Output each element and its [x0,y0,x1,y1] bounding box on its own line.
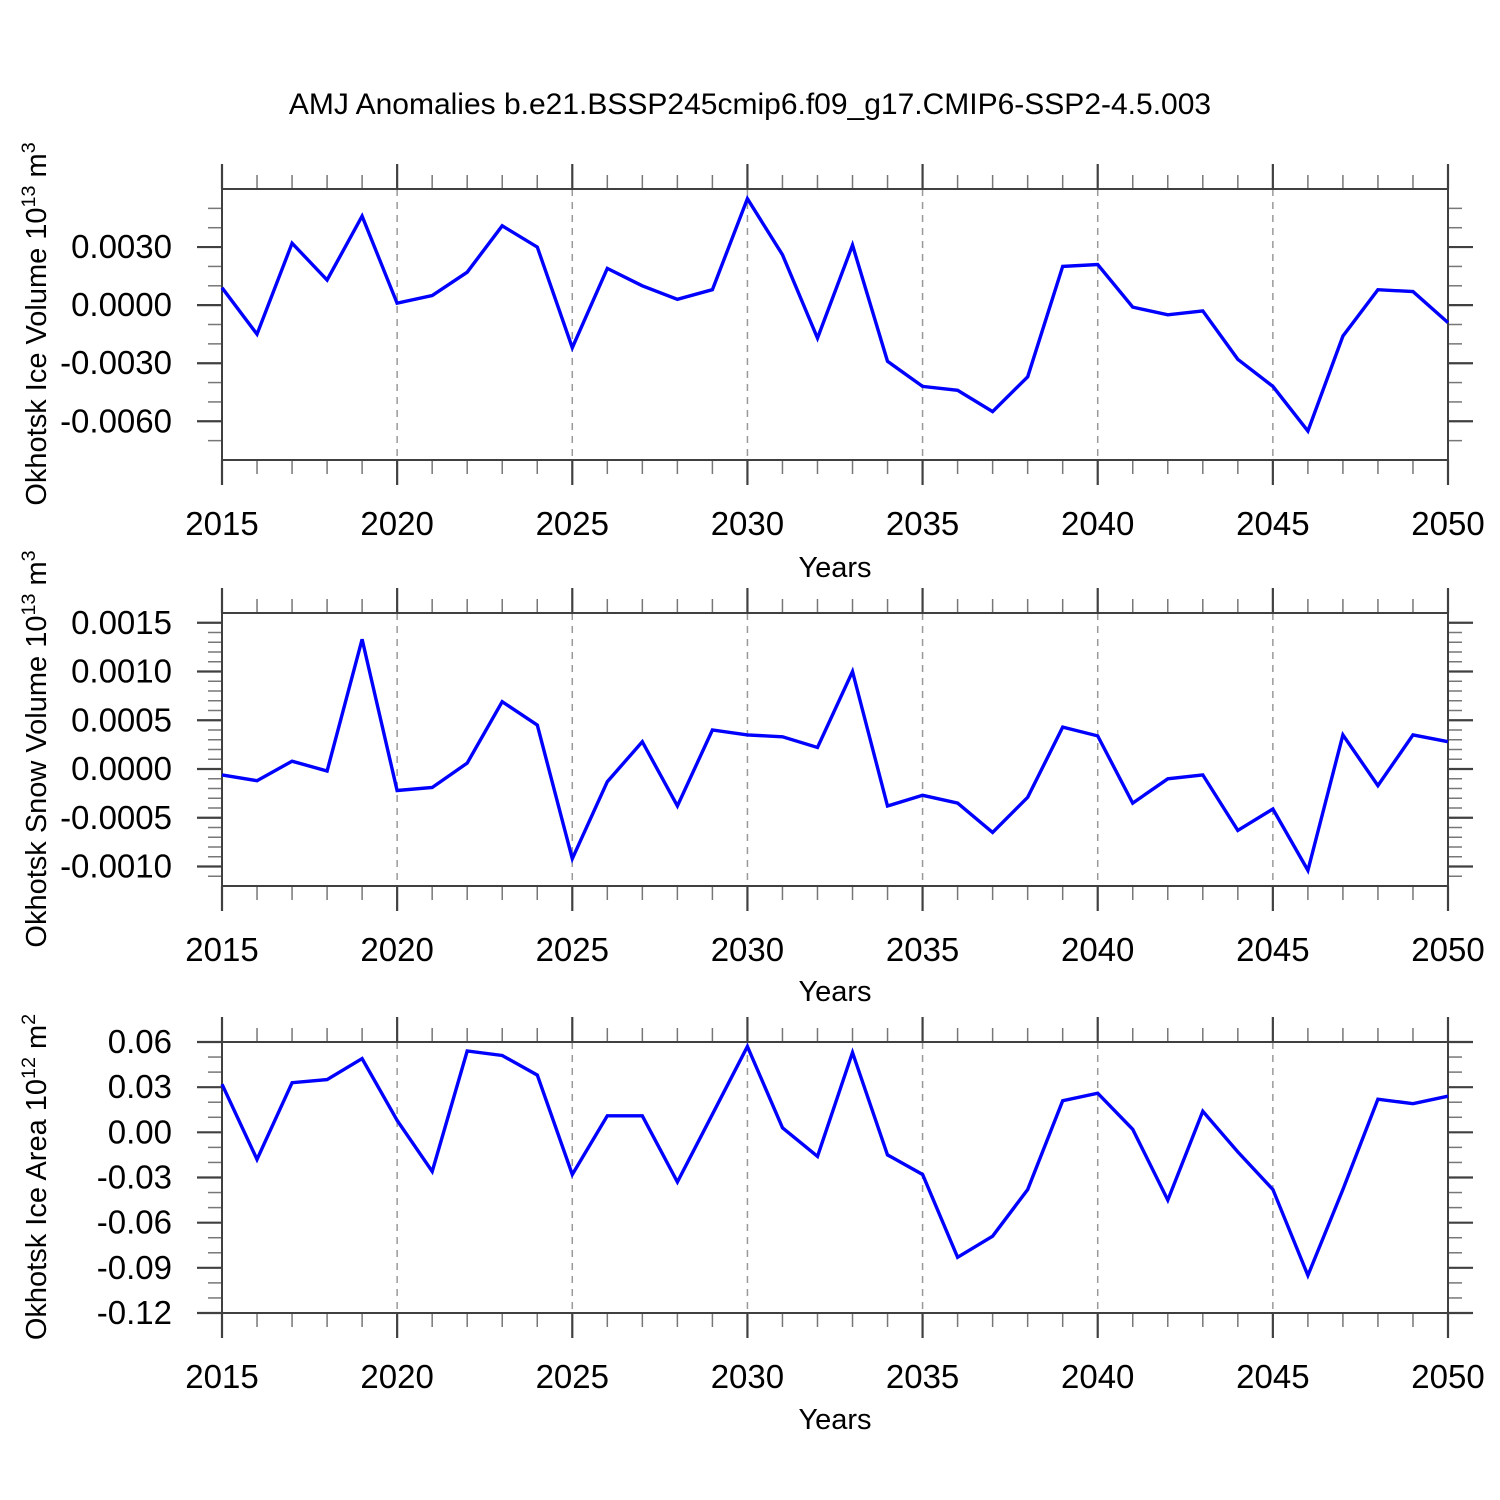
ice-area-series-line [220,1042,1449,1280]
y-axis-title-text: m [20,1024,53,1058]
svg-text:-0.12: -0.12 [97,1294,172,1331]
ice-volume-y-axis-title: Okhotsk Ice Volume 1013 m3 [18,142,54,505]
svg-text:2020: 2020 [360,931,433,968]
svg-text:0.06: 0.06 [108,1023,172,1060]
svg-text:2015: 2015 [185,931,258,968]
svg-text:0.0010: 0.0010 [71,653,172,690]
y-axis-title-text: m [20,153,53,186]
svg-text:2050: 2050 [1411,1358,1484,1395]
x-tick-labels: 2015 2020 2025 2030 2035 2040 2045 2050 [185,931,1484,968]
plot-box [221,188,1449,461]
svg-text:2040: 2040 [1061,931,1134,968]
axis-ticks [197,588,1473,911]
svg-text:2030: 2030 [711,1358,784,1395]
svg-text:0.0030: 0.0030 [71,228,172,265]
plot-box [221,1041,1449,1314]
svg-text:0.0015: 0.0015 [71,604,172,641]
y-tick-labels: 0.0030 0.0000 -0.0030 -0.0060 [60,228,172,439]
y-axis-title-superscript: 13 [18,593,41,616]
svg-text:2025: 2025 [536,931,609,968]
y-axis-title-text: m [20,561,53,594]
svg-text:2035: 2035 [886,505,959,542]
y-tick-labels: 0.06 0.03 0.00 -0.03 -0.06 -0.09 -0.12 [97,1023,172,1331]
y-axis-title-text: Okhotsk Ice Area 10 [20,1078,53,1341]
svg-text:2015: 2015 [185,505,258,542]
snow-volume-x-axis-title: Years [798,976,872,1008]
ice-area-panel: 0.06 0.03 0.00 -0.03 -0.06 -0.09 -0.12 2015 2020… [97,1017,1485,1395]
svg-text:2040: 2040 [1061,1358,1134,1395]
svg-text:2045: 2045 [1236,505,1309,542]
svg-text:2040: 2040 [1061,505,1134,542]
svg-text:2050: 2050 [1411,505,1484,542]
svg-text:0.0000: 0.0000 [71,286,172,323]
svg-text:-0.0005: -0.0005 [60,799,172,836]
svg-text:2020: 2020 [360,1358,433,1395]
svg-text:0.0000: 0.0000 [71,750,172,787]
axis-ticks [197,164,1473,485]
svg-text:2030: 2030 [711,931,784,968]
svg-text:2025: 2025 [536,1358,609,1395]
ice-volume-series-line [220,194,1450,435]
svg-text:-0.03: -0.03 [97,1159,172,1196]
svg-text:-0.09: -0.09 [97,1249,172,1286]
svg-text:2020: 2020 [360,505,433,542]
gridlines [396,189,1274,460]
svg-text:2035: 2035 [886,931,959,968]
svg-text:2025: 2025 [536,505,609,542]
svg-text:0.0005: 0.0005 [71,701,172,738]
ice-volume-x-axis-title: Years [798,552,872,584]
svg-text:0.00: 0.00 [108,1113,172,1150]
svg-text:0.03: 0.03 [108,1068,172,1105]
svg-text:2030: 2030 [711,505,784,542]
figure-title: AMJ Anomalies b.e21.BSSP245cmip6.f09_g17… [288,88,1212,121]
svg-text:-0.0060: -0.0060 [60,402,172,439]
snow-volume-y-axis-title: Okhotsk Snow Volume 1013 m3 [18,550,54,947]
svg-text:2045: 2045 [1236,1358,1309,1395]
y-tick-labels: 0.0015 0.0010 0.0005 0.0000 -0.0005 -0.0010 [60,604,172,885]
y-axis-title-superscript: 13 [18,185,41,208]
svg-text:2045: 2045 [1236,931,1309,968]
x-tick-labels: 2015 2020 2025 2030 2035 2040 2045 2050 [185,1358,1484,1395]
gridlines [396,613,1274,886]
y-axis-title-superscript: 3 [18,550,41,562]
plot-box [221,612,1449,887]
y-axis-title-superscript: 12 [18,1057,41,1079]
y-axis-title-superscript: 2 [18,1013,41,1025]
svg-text:-0.06: -0.06 [97,1204,172,1241]
y-axis-title-superscript: 3 [18,142,41,154]
svg-text:-0.0010: -0.0010 [60,848,172,885]
y-axis-title-text: Okhotsk Snow Volume 10 [20,615,53,948]
gridlines [396,1042,1274,1313]
svg-text:2035: 2035 [886,1358,959,1395]
axis-ticks [197,1017,1473,1338]
svg-text:2015: 2015 [185,1358,258,1395]
svg-text:-0.0030: -0.0030 [60,344,172,381]
svg-text:2050: 2050 [1411,931,1484,968]
y-axis-title-text: Okhotsk Ice Volume 10 [20,207,53,506]
ice-area-y-axis-title: Okhotsk Ice Area 1012 m2 [18,1014,54,1340]
x-tick-labels: 2015 2020 2025 2030 2035 2040 2045 2050 [185,505,1484,542]
snow-volume-series-line [221,638,1449,875]
ice-area-x-axis-title: Years [798,1404,872,1436]
snow-volume-panel: 0.0015 0.0010 0.0005 0.0000 -0.0005 -0.0010 20… [60,588,1485,968]
